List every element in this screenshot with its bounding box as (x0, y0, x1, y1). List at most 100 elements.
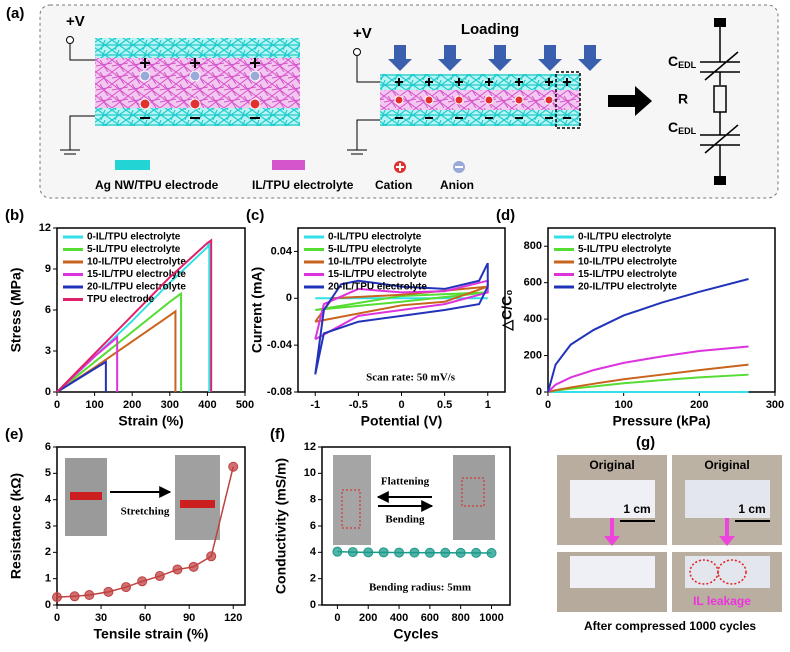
series-line (547, 363, 749, 393)
highlight (461, 477, 485, 507)
y-tick-label: 6 (45, 441, 51, 453)
annotation: Bending (385, 514, 425, 526)
marker (103, 586, 114, 597)
legend-label: 10-IL/TPU electrolyte (328, 257, 427, 268)
x-tick-label: 400 (390, 612, 408, 624)
x-axis-label: Cycles (393, 626, 438, 642)
y-axis-label: Stress (MPa) (8, 268, 24, 353)
legend-label: 10-IL/TPU electrolyte (578, 257, 677, 268)
c-edl-label: CEDL (668, 53, 697, 71)
y-tick-label: 3 (45, 520, 51, 532)
legend-label: 0-IL/TPU electrolyte (87, 232, 181, 243)
y-tick-label: 600 (524, 277, 542, 289)
y-tick-label: 1 (45, 573, 51, 585)
x-tick-label: 800 (452, 612, 470, 624)
panel-label: (a) (6, 5, 24, 22)
series-line (56, 360, 107, 393)
x-axis-label: Pressure (kPa) (612, 413, 710, 429)
photo (333, 455, 371, 545)
big-arrow (608, 86, 652, 116)
y-tick-label: 6 (310, 520, 316, 532)
y-tick-label: 12 (39, 222, 51, 234)
legend-label: 0-IL/TPU electrolyte (328, 232, 422, 243)
marker (424, 547, 435, 558)
x-tick-label: 60 (139, 612, 151, 624)
x-tick-label: 300 (161, 399, 179, 411)
annotation: Stretching (121, 506, 170, 518)
legend-swatch (115, 160, 150, 170)
x-tick-label: 300 (766, 399, 784, 411)
panel-g: (g) Original Original 1 cm 1 cm IL leaka… (557, 434, 782, 633)
marker (121, 582, 132, 593)
series-line (314, 262, 489, 375)
legend-label: 15-IL/TPU electrolyte (328, 269, 427, 280)
x-tick-label: -1 (310, 399, 320, 411)
x-axis-label: Strain (%) (118, 413, 183, 429)
y-axis-label: Resistance (kΩ) (8, 473, 24, 579)
equivalent-circuit (700, 25, 740, 178)
device-unloaded (60, 36, 300, 155)
y-tick-label: 0.04 (271, 245, 293, 257)
resistor-label: R (678, 91, 688, 107)
x-tick-label: 200 (123, 399, 141, 411)
marker (84, 589, 95, 600)
y-tick-label: 0 (310, 599, 316, 611)
x-tick-label: 400 (198, 399, 216, 411)
y-tick-label: 0 (536, 386, 542, 398)
legend-label: 20-IL/TPU electrolyte (578, 282, 677, 293)
legend-label: Anion (440, 178, 474, 192)
y-tick-label: 400 (524, 313, 542, 325)
y-axis-label: △C/C₀ (499, 289, 515, 331)
clamp (180, 500, 215, 508)
y-tick-label: 5 (45, 467, 51, 479)
marker (69, 591, 80, 602)
terminal (714, 176, 726, 185)
x-tick-label: 100 (614, 399, 632, 411)
legend-label: Cation (375, 178, 412, 192)
y-tick-label: 2 (45, 546, 51, 558)
x-tick-label: 1000 (479, 612, 503, 624)
y-tick-label: 2 (310, 573, 316, 585)
marker (172, 564, 183, 575)
highlight (341, 489, 361, 529)
y-tick-label: 200 (524, 349, 542, 361)
x-tick-label: 30 (95, 612, 107, 624)
marker (394, 547, 405, 558)
series-line (547, 345, 749, 393)
terminal (714, 18, 726, 27)
photo (453, 455, 495, 540)
series-line (56, 238, 213, 393)
y-tick-label: 0 (45, 599, 51, 611)
y-tick-label: 8 (310, 494, 316, 506)
legend-label: 5-IL/TPU electrolyte (578, 244, 672, 255)
voltage-label: +V (353, 25, 372, 42)
marker (409, 547, 420, 558)
x-tick-label: 0 (398, 399, 404, 411)
panel-label: (e) (5, 426, 23, 443)
legend-label: 0-IL/TPU electrolyte (578, 232, 672, 243)
legend-label: Ag NW/TPU electrode (95, 178, 219, 192)
x-tick-label: 0.5 (437, 399, 452, 411)
legend-label: 15-IL/TPU electrolyte (87, 269, 186, 280)
caption: After compressed 1000 cycles (584, 619, 756, 633)
x-tick-label: 200 (690, 399, 708, 411)
marker (332, 546, 343, 557)
legend-label: 15-IL/TPU electrolyte (578, 269, 677, 280)
sample (685, 480, 770, 518)
photo-label: Original (704, 458, 749, 472)
marker (52, 592, 62, 603)
y-tick-label: -0.08 (267, 386, 292, 398)
y-axis-label: Conductivity (mS/m) (273, 458, 289, 594)
voltage-label: +V (66, 13, 85, 30)
y-axis-label: Current (mA) (249, 267, 265, 353)
marker (486, 547, 497, 558)
annotation: Scan rate: 50 mV/s (366, 372, 456, 384)
y-tick-label: 10 (304, 467, 316, 479)
loading-label: Loading (461, 21, 519, 38)
legend-label: 5-IL/TPU electrolyte (328, 244, 422, 255)
legend-label: TPU electrode (87, 294, 155, 305)
panel-label: (f) (270, 426, 285, 443)
x-axis-label: Potential (V) (361, 413, 443, 429)
x-tick-label: 200 (359, 612, 377, 624)
